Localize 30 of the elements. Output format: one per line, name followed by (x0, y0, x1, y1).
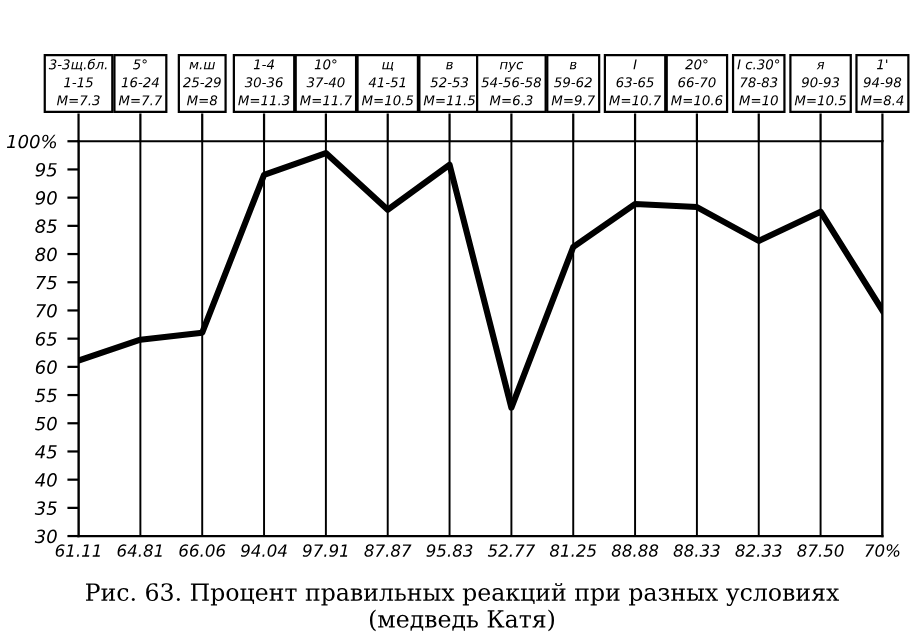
data-label: 87.87 (364, 544, 412, 557)
data-label: 88.33 (673, 544, 720, 557)
y-tick-label: 35 (34, 501, 57, 515)
y-tick-label: 70 (36, 303, 57, 318)
data-label: 64.81 (117, 544, 162, 557)
y-tick-label: 55 (35, 388, 57, 403)
data-label: 82.33 (735, 544, 782, 557)
y-tick-label: 95 (35, 162, 57, 177)
data-label: 94.04 (240, 544, 287, 557)
data-label: 70% (865, 544, 900, 557)
y-tick-label: 45 (35, 445, 57, 459)
data-label: 52.77 (487, 544, 536, 557)
y-tick-label: 50 (35, 416, 57, 431)
text: Рис. 63. Процент правильных реакций при разных условиях (медведь Катя) (85, 582, 840, 632)
data-label: 66.06 (179, 544, 226, 557)
data-label: 95.83 (426, 544, 473, 557)
y-tick-label: 80 (35, 247, 57, 262)
y-tick-label: 40 (35, 473, 57, 487)
y-tick-label: 75 (36, 275, 57, 290)
data-label: 61.11 (55, 544, 100, 557)
y-tick-label: 30 (34, 529, 57, 544)
data-label: 97.91 (302, 544, 348, 557)
y-tick-label: 60 (35, 360, 57, 374)
y-tick-label: 65 (35, 332, 57, 346)
y-tick-label: 100% (6, 134, 57, 149)
data-label: 81.25 (549, 544, 597, 557)
data-label: 88.88 (611, 544, 659, 557)
y-tick-label: 85 (35, 219, 57, 233)
y-tick-label: 90 (35, 191, 57, 205)
data-label: 87.50 (797, 544, 844, 557)
